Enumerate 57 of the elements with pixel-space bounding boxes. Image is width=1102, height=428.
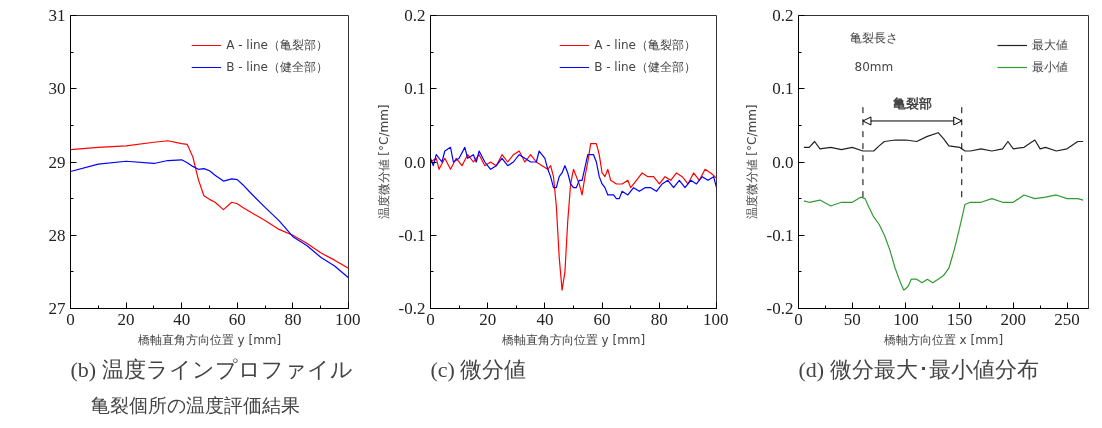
line-series [803, 132, 1084, 152]
x-tick-label: 80 [650, 309, 668, 329]
x-tick-label: 60 [228, 309, 246, 329]
y-axis-title: 温度微分値 [°C/mm] [376, 104, 391, 220]
x-axis-title: 橋軸直角方向位置 y [mm] [501, 332, 646, 347]
legend-label: 最小値 [1032, 58, 1068, 76]
y-tick-label: -0.2 [398, 299, 426, 318]
text: (c) 微分値 [430, 356, 527, 382]
x-tick-label: 40 [536, 309, 554, 329]
x-tick-label: 80 [284, 309, 302, 329]
x-tick-label: 150 [946, 309, 973, 329]
y-tick-label: 0.1 [772, 79, 794, 99]
x-tick-label: 250 [1054, 309, 1080, 329]
x-tick-label: 100 [703, 309, 729, 329]
legend-label: 最大値 [1032, 36, 1068, 54]
x-tick-label: 100 [335, 309, 361, 329]
text: 亀裂個所の温度評価結果 [90, 393, 300, 416]
legend-label: A - line（亀裂部） [594, 36, 696, 54]
y-tick-label: 30 [48, 79, 66, 99]
y-tick-label: 28 [48, 225, 66, 245]
x-tick-label: 40 [173, 309, 191, 329]
x-tick-label: 0 [794, 309, 803, 329]
y-tick-label: 27 [48, 299, 66, 318]
x-tick-label: 200 [1000, 309, 1027, 329]
text: (d) 微分最大･最小値分布 [798, 356, 1039, 382]
y-axis-title: 温度微分値 [°C/mm] [744, 104, 759, 220]
x-tick-label: 60 [593, 309, 611, 329]
line-series [803, 194, 1084, 291]
y-tick-label: 0.2 [404, 6, 426, 25]
x-tick-label: 20 [117, 309, 135, 329]
y-tick-label: -0.2 [766, 299, 794, 318]
line-series [70, 159, 349, 279]
legend-label: A - line（亀裂部） [226, 36, 328, 54]
x-tick-label: 100 [893, 309, 919, 329]
x-tick-label: 50 [843, 309, 861, 329]
y-tick-label: 0.0 [772, 152, 794, 172]
legend-label: B - line（健全部） [226, 58, 328, 76]
line-series [430, 143, 717, 291]
x-tick-label: 20 [479, 309, 497, 329]
annotation: 亀裂長さ [849, 30, 898, 45]
y-tick-label: 31 [48, 6, 66, 25]
x-tick-label: 0 [426, 309, 435, 329]
legend-label: B - line（健全部） [594, 58, 696, 76]
text: (b) 温度ラインプロファイル [70, 356, 353, 382]
line-series [70, 140, 349, 269]
y-tick-label: 0.2 [772, 6, 794, 25]
x-tick-label: 0 [66, 309, 75, 329]
y-tick-label: 0.0 [404, 152, 426, 172]
y-tick-label: -0.1 [766, 225, 794, 245]
annotation: 亀裂部 [891, 95, 932, 111]
x-axis-title: 橋軸直角方向位置 y [mm] [137, 332, 282, 347]
y-tick-label: 0.1 [404, 79, 426, 99]
x-axis-title: 橋軸方向位置 x [mm] [883, 332, 1004, 347]
annotation: 80mm [854, 60, 894, 75]
line-series [430, 146, 717, 200]
y-tick-label: 29 [48, 152, 66, 172]
y-tick-label: -0.1 [398, 225, 426, 245]
